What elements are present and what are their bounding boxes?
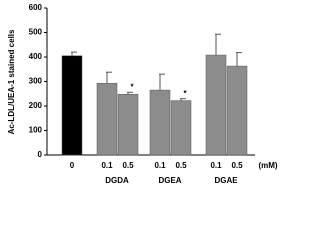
y-tick-label: 200 [29, 101, 43, 110]
significance-mark: * [183, 89, 187, 98]
group-label: DGDA [105, 176, 129, 185]
y-tick-label: 0 [38, 150, 43, 159]
error-bar [127, 91, 133, 95]
error-bar [215, 33, 221, 56]
x-tick-label: 0.5 [231, 161, 243, 170]
x-unit-label: (mM) [258, 161, 277, 170]
y-tick-label: 500 [29, 28, 43, 37]
bar [226, 65, 248, 156]
y-tick-label: 300 [29, 77, 43, 86]
error-bar [106, 71, 112, 84]
group-label: DGEA [158, 176, 181, 185]
x-tick-label: 0 [70, 161, 75, 170]
y-axis-label: Ac-LDL/UEA-1 stained cells [7, 29, 16, 134]
error-bar [236, 52, 242, 67]
x-tick-label: 0.1 [154, 161, 166, 170]
bar [205, 54, 227, 156]
x-tick-label: 0.5 [175, 161, 187, 170]
x-tick-label: 0.1 [210, 161, 222, 170]
bar [149, 89, 171, 156]
x-tick-label: 0.1 [101, 161, 113, 170]
bar [61, 55, 83, 156]
bar [117, 93, 139, 156]
error-bar [180, 98, 186, 101]
bar [170, 100, 192, 156]
significance-mark: * [130, 82, 134, 91]
error-bar [159, 73, 165, 91]
x-tick-label: 0.5 [122, 161, 134, 170]
bar [96, 82, 118, 156]
y-tick-label: 100 [29, 126, 43, 135]
chart: Ac-LDL/UEA-1 stained cells 0 100 200 300 400… [7, 3, 278, 185]
y-tick-label: 600 [29, 3, 43, 12]
y-tick-label: 400 [29, 52, 43, 61]
error-bar [71, 51, 77, 56]
group-label: DGAE [214, 176, 238, 185]
